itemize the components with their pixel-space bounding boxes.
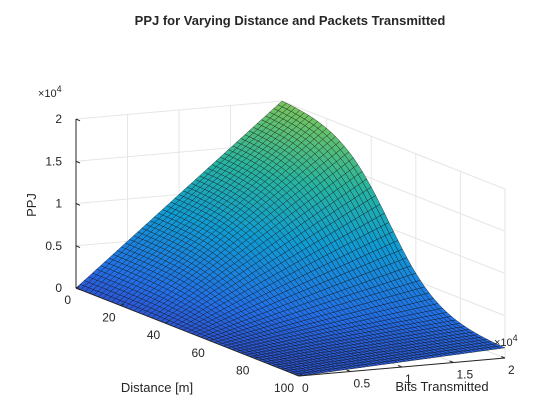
z-tick-mark bbox=[75, 245, 81, 249]
y-tick-label: 2 bbox=[508, 363, 515, 377]
y-tick-mark bbox=[398, 365, 403, 368]
z-tick-label: 2 bbox=[55, 112, 62, 126]
x-tick-label: 100 bbox=[274, 381, 294, 395]
back-wall-grid-line bbox=[281, 100, 506, 190]
z-tick-label: 0.5 bbox=[45, 239, 62, 253]
x-tick-label: 60 bbox=[191, 346, 205, 360]
x-tick-label: 0 bbox=[64, 293, 71, 307]
z-axis-label: PPJ bbox=[24, 193, 39, 217]
y-tick-mark bbox=[346, 369, 351, 372]
y-exponent-power: 4 bbox=[513, 333, 518, 343]
x-tick-label: 40 bbox=[147, 328, 161, 342]
x-tick-mark bbox=[298, 374, 303, 377]
y-exponent-label: ×104 bbox=[494, 333, 518, 349]
y-tick-mark bbox=[501, 356, 506, 359]
z-tick-label: 1 bbox=[55, 197, 62, 211]
y-tick-label: 1 bbox=[405, 372, 412, 386]
side-wall-grid-line bbox=[75, 100, 283, 120]
y-tick-label: 0.5 bbox=[354, 377, 371, 391]
y-axis-label: Bits Transmitted bbox=[395, 379, 488, 394]
chart-title: PPJ for Varying Distance and Packets Tra… bbox=[135, 13, 446, 28]
x-tick-mark bbox=[120, 303, 125, 307]
z-tick-mark bbox=[75, 160, 81, 164]
x-axis-label: Distance [m] bbox=[121, 380, 193, 395]
z-tick-label: 1.5 bbox=[45, 154, 62, 168]
z-tick-label: 0 bbox=[55, 281, 62, 295]
y-tick-mark bbox=[295, 374, 300, 377]
y-tick-label: 0 bbox=[302, 381, 309, 395]
x-tick-mark bbox=[164, 321, 169, 324]
x-tick-label: 80 bbox=[236, 363, 250, 377]
z-tick-mark bbox=[75, 118, 81, 122]
z-exponent-base: ×10 bbox=[38, 88, 57, 100]
z-exponent-power: 4 bbox=[57, 84, 62, 94]
surface-mesh bbox=[75, 100, 506, 377]
x-tick-mark bbox=[209, 338, 214, 342]
y-tick-mark bbox=[449, 360, 454, 363]
surface-patch bbox=[495, 345, 506, 349]
y-tick-label: 1.5 bbox=[457, 368, 474, 382]
x-axis-line bbox=[75, 287, 300, 377]
x-tick-label: 20 bbox=[102, 311, 116, 325]
x-tick-mark bbox=[254, 356, 259, 359]
z-tick-mark bbox=[75, 203, 81, 206]
z-tick-mark bbox=[75, 287, 81, 291]
y-exponent-base: ×10 bbox=[494, 337, 513, 349]
z-exponent-label: ×104 bbox=[38, 84, 62, 100]
